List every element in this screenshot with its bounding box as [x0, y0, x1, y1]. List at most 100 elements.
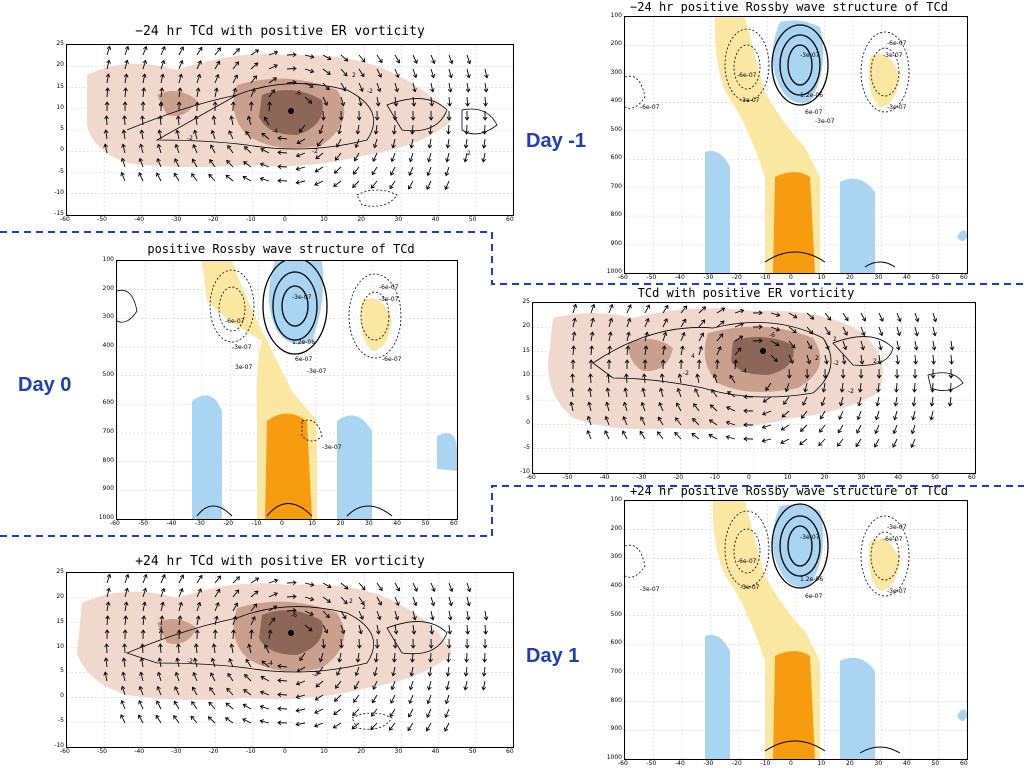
- wind-arrow-head: [327, 583, 332, 589]
- wind-arrow: [376, 68, 382, 78]
- wind-arrow-head: [622, 415, 627, 421]
- wind-arrow: [698, 319, 705, 328]
- wind-arrow-head: [427, 672, 433, 677]
- wind-arrow: [658, 417, 664, 426]
- wind-arrow-head: [644, 331, 649, 336]
- wind-arrow-head: [396, 587, 401, 592]
- y-tick-label: -5: [58, 717, 64, 725]
- wind-arrow: [124, 574, 129, 584]
- x-tick-label: -50: [97, 748, 107, 755]
- wind-arrow-head: [230, 101, 236, 106]
- wind-arrow-head: [408, 686, 414, 691]
- wind-arrow-head: [411, 630, 417, 635]
- y-tick-label: 1000: [606, 268, 622, 275]
- wind-arrow: [178, 60, 183, 70]
- wind-arrow-head: [120, 157, 126, 163]
- contour-label: 2: [349, 598, 353, 605]
- wind-arrow-head: [660, 359, 666, 364]
- x-tick-label: 60: [960, 274, 968, 281]
- wind-arrow: [412, 596, 417, 606]
- wind-arrow: [208, 716, 216, 724]
- x-tick-label: -30: [171, 216, 182, 223]
- wind-arrow-head: [627, 304, 632, 309]
- wind-arrow: [296, 152, 306, 157]
- wind-arrow: [393, 124, 396, 134]
- wind-arrow: [214, 61, 220, 70]
- wind-arrow-head: [292, 80, 297, 85]
- wind-arrow-head: [210, 657, 216, 663]
- wind-arrow-head: [372, 685, 377, 690]
- wind-arrow-head: [682, 318, 687, 323]
- contour-label: -3e-07: [883, 52, 903, 59]
- wind-arrow: [878, 340, 882, 350]
- wind-arrow-head: [373, 658, 379, 663]
- wind-arrow: [286, 67, 297, 70]
- wind-arrow-head: [447, 616, 453, 621]
- wind-arrow: [121, 172, 126, 182]
- wind-arrow-head: [663, 318, 668, 323]
- wind-arrow-head: [335, 684, 340, 689]
- wind-arrow-head: [877, 360, 883, 365]
- y-tick-label: 300: [102, 313, 114, 321]
- x-tick-label: 20: [846, 274, 854, 281]
- panel-day0-rossby-wave: positive Rossby wave structure of TCd -3…: [96, 240, 466, 530]
- wind-arrow-head: [277, 678, 282, 683]
- wind-arrow: [194, 658, 198, 668]
- wind-arrow: [319, 652, 324, 662]
- wind-arrow-head: [445, 158, 450, 163]
- wind-arrow-head: [425, 727, 430, 732]
- wind-arrow-head: [176, 101, 182, 106]
- wind-arrow: [232, 61, 239, 70]
- wind-arrow: [106, 574, 111, 584]
- wind-arrow-head: [758, 310, 763, 316]
- wind-arrow: [913, 396, 916, 406]
- wind-arrow: [726, 421, 736, 426]
- wind-arrow-head: [824, 360, 829, 365]
- wind-arrow-head: [123, 73, 129, 78]
- wind-arrow-head: [394, 616, 400, 621]
- wind-arrow-head: [251, 616, 256, 621]
- wind-arrow: [139, 686, 144, 696]
- wind-arrow: [622, 430, 628, 440]
- wind-arrow: [911, 424, 916, 434]
- wind-arrow-head: [604, 430, 609, 435]
- wind-arrow: [429, 666, 432, 676]
- wind-arrow: [106, 588, 110, 598]
- contour-label: -2: [833, 360, 839, 367]
- wind-arrow: [124, 74, 128, 84]
- wind-arrow: [589, 373, 592, 384]
- wind-arrow: [430, 582, 435, 592]
- wind-arrow: [322, 110, 324, 121]
- wind-arrow-head: [675, 402, 681, 407]
- wind-arrow-head: [242, 718, 247, 723]
- wind-arrow-head: [124, 59, 129, 64]
- wind-arrow: [644, 304, 650, 314]
- y-tick-label: 200: [610, 40, 622, 48]
- wind-arrow: [314, 708, 324, 714]
- wind-arrow: [123, 643, 126, 654]
- wind-arrow: [355, 666, 360, 676]
- wind-arrow: [261, 132, 270, 140]
- dashed-divider: [0, 228, 1024, 540]
- wind-arrow-head: [447, 88, 453, 93]
- wind-arrow: [949, 396, 952, 406]
- x-tick-label: 30: [874, 760, 883, 767]
- wind-arrow-head: [408, 699, 413, 705]
- wind-arrow: [214, 575, 221, 584]
- x-tick-label: -40: [675, 760, 685, 767]
- wind-arrow: [357, 124, 360, 134]
- wind-arrow: [408, 708, 414, 718]
- x-tick-label: 40: [393, 520, 401, 527]
- wind-arrow: [640, 416, 646, 426]
- wind-arrow: [376, 596, 382, 606]
- wind-arrow-head: [156, 685, 161, 691]
- wind-arrow-head: [156, 700, 161, 705]
- wind-arrow-head: [138, 172, 143, 177]
- wind-arrow: [412, 582, 418, 592]
- wind-arrow: [353, 694, 360, 703]
- wind-arrow-head: [309, 68, 315, 74]
- wind-arrow: [268, 77, 277, 84]
- wind-arrow: [160, 74, 164, 84]
- wind-arrow: [607, 373, 610, 384]
- wind-arrow: [195, 116, 198, 126]
